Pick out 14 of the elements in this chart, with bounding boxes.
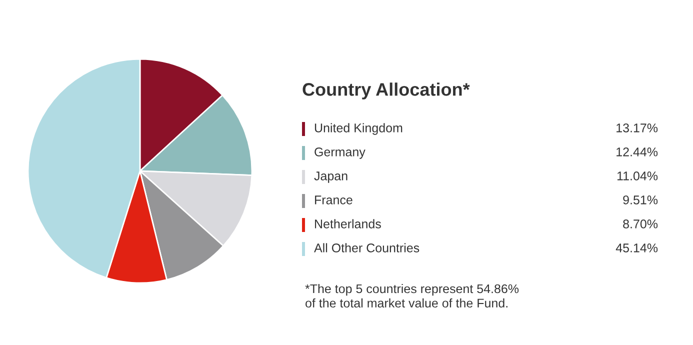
legend-label: Germany bbox=[314, 148, 366, 159]
data-label: 11.04% bbox=[617, 172, 658, 180]
legend-label: Japan bbox=[314, 172, 348, 183]
data-label: 12.44% bbox=[616, 148, 658, 156]
data-label: 13.17% bbox=[616, 124, 658, 132]
legend-label: France bbox=[315, 196, 352, 204]
legend-label: All Other Countries bbox=[314, 243, 420, 252]
data-label: 9.51% bbox=[623, 196, 658, 204]
legend-label: United Kingdom bbox=[314, 123, 402, 135]
legend-label: Netherlands bbox=[315, 219, 381, 228]
text: *The top 5 countries represent 54.86% of the total market value of the Fund. bbox=[305, 284, 519, 308]
data-label: 8.70% bbox=[623, 220, 658, 228]
data-label: 45.14% bbox=[616, 244, 658, 252]
text: Country Allocation* bbox=[302, 82, 470, 100]
